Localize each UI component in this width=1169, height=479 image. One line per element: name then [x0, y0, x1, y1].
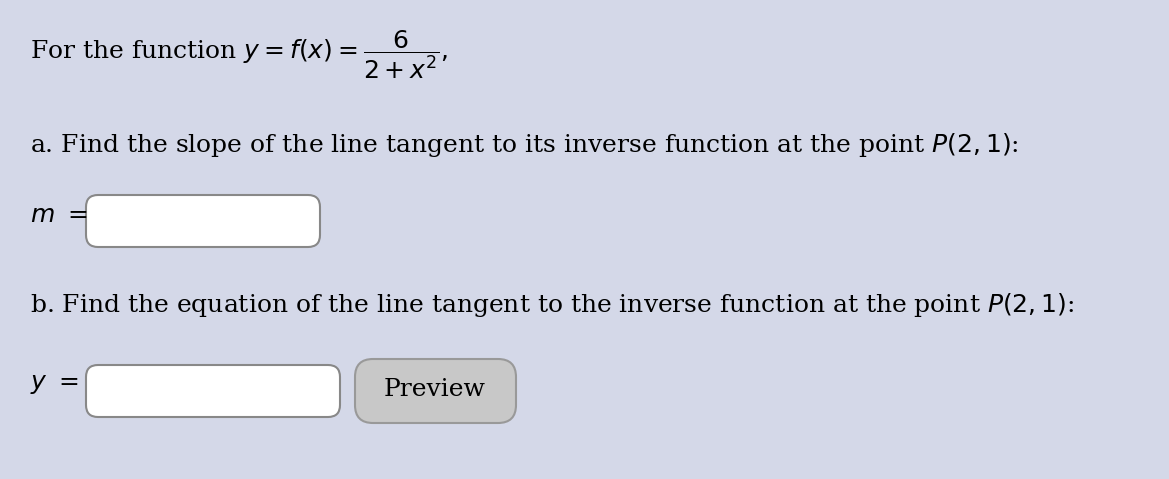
FancyBboxPatch shape — [355, 359, 516, 423]
FancyBboxPatch shape — [87, 195, 320, 247]
Text: Preview: Preview — [383, 378, 486, 401]
Text: a. Find the slope of the line tangent to its inverse function at the point $P(2,: a. Find the slope of the line tangent to… — [30, 131, 1018, 159]
FancyBboxPatch shape — [87, 365, 340, 417]
Text: For the function $y = f(x) = \dfrac{6}{2 + x^2},$: For the function $y = f(x) = \dfrac{6}{2… — [30, 29, 448, 81]
Text: $y\ =$: $y\ =$ — [30, 374, 78, 397]
Text: $m\ =$: $m\ =$ — [30, 204, 88, 227]
Text: b. Find the equation of the line tangent to the inverse function at the point $P: b. Find the equation of the line tangent… — [30, 291, 1074, 319]
